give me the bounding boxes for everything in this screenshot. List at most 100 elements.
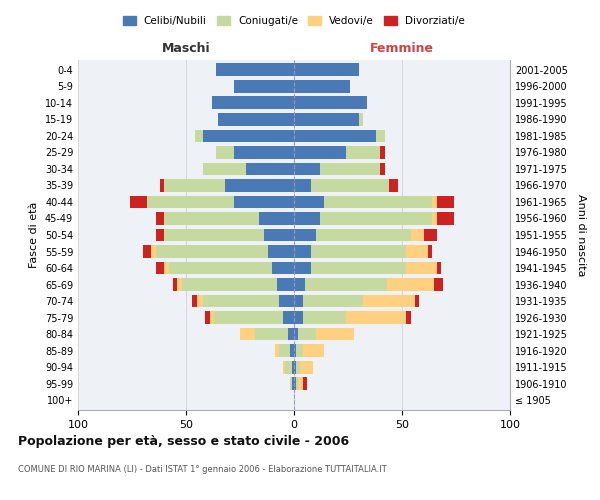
Bar (214, 311, 283, 324)
Bar (205, 311, 210, 324)
Bar (290, 344, 294, 357)
Bar (432, 196, 437, 208)
Bar (156, 262, 164, 274)
Bar (294, 344, 296, 357)
Bar (406, 262, 437, 274)
Bar (359, 113, 363, 126)
Bar (294, 311, 302, 324)
Bar (406, 245, 428, 258)
Bar (203, 162, 247, 175)
Bar (292, 360, 294, 374)
Bar (387, 278, 434, 291)
Text: Popolazione per età, sesso e stato civile - 2006: Popolazione per età, sesso e stato civil… (18, 435, 349, 448)
Bar (294, 278, 305, 291)
Text: Maschi: Maschi (161, 42, 211, 55)
Bar (294, 294, 302, 308)
Bar (363, 294, 415, 308)
Bar (301, 360, 313, 374)
Text: Femmine: Femmine (370, 42, 434, 55)
Bar (283, 311, 294, 324)
Y-axis label: Anni di nascita: Anni di nascita (576, 194, 586, 276)
Bar (437, 212, 454, 225)
Bar (156, 245, 268, 258)
Bar (424, 228, 437, 241)
Bar (193, 294, 197, 308)
Bar (225, 179, 294, 192)
Bar (380, 146, 385, 159)
Bar (216, 146, 233, 159)
Bar (432, 212, 437, 225)
Bar (428, 245, 432, 258)
Bar (294, 130, 376, 142)
Bar (294, 228, 316, 241)
Bar (173, 278, 178, 291)
Bar (298, 377, 302, 390)
Bar (324, 196, 432, 208)
Bar (277, 278, 294, 291)
Bar (294, 80, 350, 93)
Bar (210, 311, 214, 324)
Bar (294, 262, 311, 274)
Bar (182, 278, 277, 291)
Bar (389, 179, 398, 192)
Bar (296, 377, 298, 390)
Bar (218, 113, 294, 126)
Bar (164, 179, 225, 192)
Bar (279, 344, 290, 357)
Bar (164, 228, 264, 241)
Bar (437, 196, 454, 208)
Bar (178, 278, 182, 291)
Bar (302, 344, 324, 357)
Bar (156, 212, 164, 225)
Bar (216, 64, 294, 76)
Bar (169, 262, 272, 274)
Bar (203, 130, 294, 142)
Bar (247, 162, 294, 175)
Bar (320, 162, 380, 175)
Bar (283, 360, 286, 374)
Bar (194, 130, 203, 142)
Bar (316, 328, 355, 340)
Bar (294, 196, 324, 208)
Bar (294, 360, 296, 374)
Legend: Celibi/Nubili, Coniugati/e, Vedovi/e, Divorziati/e: Celibi/Nubili, Coniugati/e, Vedovi/e, Di… (123, 16, 465, 26)
Bar (406, 311, 410, 324)
Bar (294, 162, 320, 175)
Bar (147, 196, 233, 208)
Bar (164, 212, 259, 225)
Bar (434, 278, 443, 291)
Bar (311, 245, 406, 258)
Bar (264, 228, 294, 241)
Bar (346, 146, 380, 159)
Bar (294, 328, 298, 340)
Bar (294, 212, 320, 225)
Bar (275, 344, 279, 357)
Bar (298, 328, 316, 340)
Bar (233, 146, 294, 159)
Bar (164, 262, 169, 274)
Bar (197, 294, 203, 308)
Bar (311, 262, 406, 274)
Bar (151, 245, 156, 258)
Bar (240, 328, 255, 340)
Bar (143, 245, 151, 258)
Bar (437, 262, 441, 274)
Bar (410, 228, 424, 241)
Bar (296, 344, 302, 357)
Bar (302, 294, 363, 308)
Bar (287, 328, 294, 340)
Y-axis label: Fasce di età: Fasce di età (29, 202, 39, 268)
Bar (203, 294, 279, 308)
Bar (130, 196, 147, 208)
Bar (294, 113, 359, 126)
Bar (415, 294, 419, 308)
Bar (233, 80, 294, 93)
Bar (212, 96, 294, 110)
Bar (320, 212, 432, 225)
Bar (294, 96, 367, 110)
Bar (376, 130, 385, 142)
Bar (268, 245, 294, 258)
Bar (294, 64, 359, 76)
Bar (296, 360, 301, 374)
Bar (294, 179, 311, 192)
